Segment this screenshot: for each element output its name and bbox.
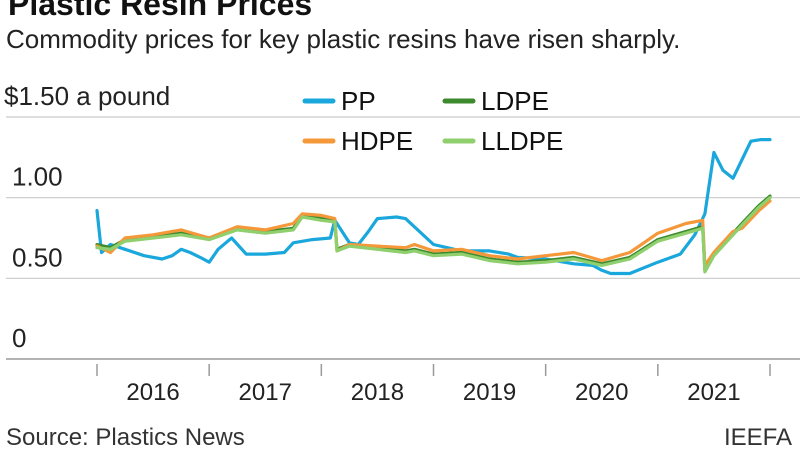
x-tick-label-2020: 2020	[575, 379, 628, 406]
legend-label-ldpe: LDPE	[481, 86, 549, 116]
x-tick-label-2021: 2021	[687, 379, 740, 406]
series-line-lldpe	[95, 196, 772, 274]
source-note: Source: Plastics News	[6, 424, 245, 451]
chart-title: Plastic Resin Prices	[8, 0, 313, 22]
legend-label-lldpe: LLDPE	[481, 126, 563, 156]
x-tick-label-2016: 2016	[126, 379, 179, 406]
chart-subtitle: Commodity prices for key plastic resins …	[6, 24, 681, 54]
series-line-pp	[95, 138, 772, 276]
y-tick-label-0: $1.50 a pound	[4, 81, 170, 111]
x-tick-label-2019: 2019	[463, 379, 516, 406]
x-tick-label-2017: 2017	[239, 379, 292, 406]
y-tick-label-2: 0.50	[12, 242, 63, 272]
legend-label-hdpe: HDPE	[341, 126, 413, 156]
credit-note: IEEFA	[723, 424, 792, 451]
y-tick-label-1: 1.00	[12, 162, 63, 192]
y-tick-label-3: 0	[12, 323, 26, 353]
x-tick-label-2018: 2018	[351, 379, 404, 406]
legend-label-pp: PP	[341, 86, 376, 116]
